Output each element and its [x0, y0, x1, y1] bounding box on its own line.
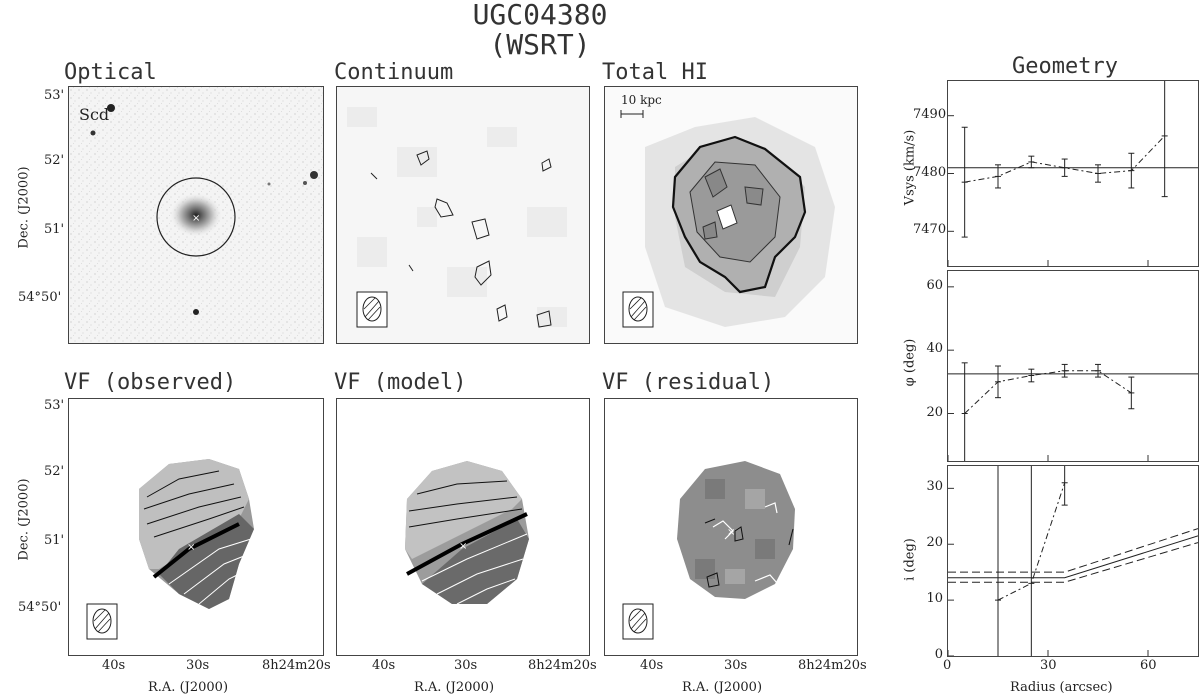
vf-residual-map: ×	[605, 399, 857, 655]
continuum-panel	[336, 86, 590, 344]
inclination-line	[948, 535, 1199, 579]
totalhi-panel: 10 kpc	[604, 86, 858, 344]
ra-axis-label: R.A. (J2000)	[682, 680, 763, 695]
inclination-upper	[948, 528, 1199, 573]
geom-xlabel: Radius (arcsec)	[1010, 680, 1113, 695]
incl-chart	[947, 459, 1199, 657]
vf-residual-panel: ×	[604, 398, 858, 656]
svg-text:×: ×	[459, 541, 467, 552]
ra-tick: 30s	[724, 658, 748, 673]
dec-tick: 53'	[44, 398, 65, 413]
vf-observed-title: VF (observed)	[64, 370, 237, 395]
y-tick-label: 10	[926, 591, 943, 607]
y-tick-label: 30	[926, 479, 943, 495]
series-line	[964, 370, 1132, 414]
vf-residual-title: VF (residual)	[602, 370, 775, 395]
dec-tick: 51'	[44, 533, 65, 548]
ra-tick: 8h24m20s	[528, 658, 597, 673]
ra-tick: 40s	[372, 658, 396, 673]
dec-tick: 53'	[44, 88, 65, 103]
continuum-map	[337, 87, 589, 343]
scalebar-label: 10 kpc	[621, 93, 662, 107]
y-tick-label: 0	[934, 647, 943, 662]
y-tick-label: 7470	[913, 222, 947, 238]
ra-tick: 8h24m20s	[262, 658, 331, 673]
svg-text:×: ×	[727, 527, 735, 538]
y-tick-label: 20	[926, 404, 943, 420]
continuum-title: Continuum	[334, 60, 454, 85]
morph-type-label: Scd	[79, 105, 110, 124]
dec-axis-label-top: Dec. (J2000)	[16, 166, 32, 249]
dec-tick: 52'	[44, 153, 65, 168]
y-tick-label: 7480	[913, 164, 947, 180]
optical-image: ×	[69, 87, 323, 343]
pa-chart	[947, 270, 1199, 465]
vf-observed-map: ×	[69, 399, 323, 655]
dec-axis-label-bottom: Dec. (J2000)	[16, 478, 32, 561]
vf-observed-panel: ×	[68, 398, 324, 656]
dec-tick: 52'	[44, 464, 65, 479]
dec-tick: 54°50'	[18, 290, 62, 305]
pa-ylabel: φ (deg)	[902, 338, 918, 387]
ra-axis-label: R.A. (J2000)	[414, 680, 495, 695]
ra-tick: 40s	[102, 658, 126, 673]
ra-tick: 30s	[186, 658, 210, 673]
geometry-title: Geometry	[1012, 54, 1118, 79]
vf-model-panel: ×	[336, 398, 590, 656]
ra-tick: 40s	[640, 658, 664, 673]
svg-text:×: ×	[187, 542, 195, 553]
figure-title: UGC04380	[472, 0, 608, 31]
y-tick-label: 40	[926, 341, 943, 357]
totalhi-title: Total HI	[602, 60, 708, 85]
y-tick-label: 60	[926, 277, 943, 293]
vf-model-title: VF (model)	[334, 370, 467, 395]
vsys-chart	[947, 74, 1199, 267]
geom-x-tick: 30	[1040, 658, 1057, 673]
geom-x-tick: 0	[943, 658, 952, 673]
dec-tick: 54°50'	[18, 600, 62, 615]
inclination-lower	[948, 542, 1199, 583]
ra-axis-label: R.A. (J2000)	[148, 680, 229, 695]
dec-tick: 51'	[44, 222, 65, 237]
y-tick-label: 20	[926, 535, 943, 551]
svg-text:×: ×	[192, 213, 200, 224]
figure-subtitle: (WSRT)	[489, 28, 591, 61]
optical-title: Optical	[64, 60, 157, 85]
totalhi-map	[605, 87, 857, 343]
vf-model-map: ×	[337, 399, 589, 655]
y-tick-label: 7490	[913, 106, 947, 122]
ra-tick: 30s	[454, 658, 478, 673]
geom-x-tick: 60	[1140, 658, 1157, 673]
ra-tick: 8h24m20s	[798, 658, 867, 673]
optical-panel: × Scd	[68, 86, 324, 344]
